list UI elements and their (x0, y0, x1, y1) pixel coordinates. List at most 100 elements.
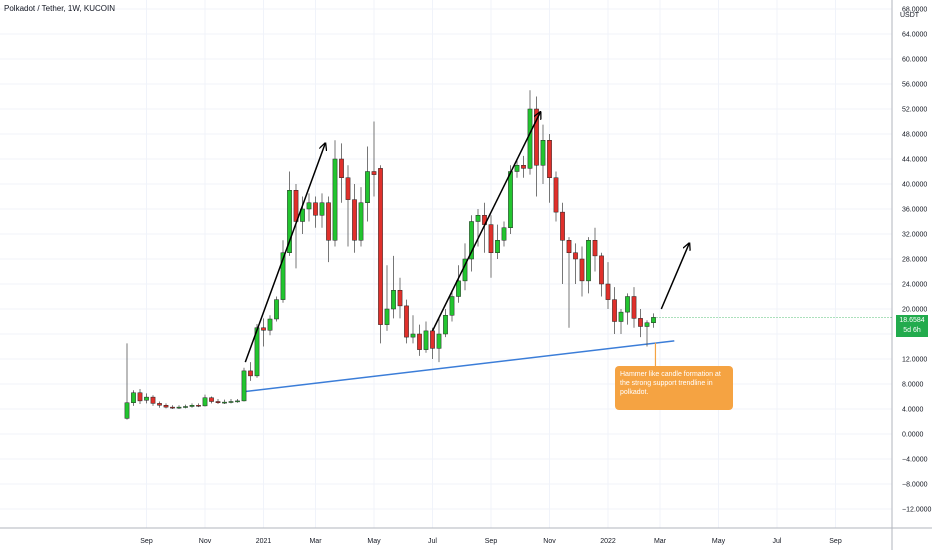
candle (228, 399, 234, 404)
candle (306, 193, 312, 222)
trend-arrow (431, 112, 541, 332)
candle (300, 196, 305, 234)
time-tick-label: May (712, 538, 726, 545)
trend-arrows (244, 112, 689, 378)
candle (352, 184, 357, 253)
candle (131, 390, 136, 406)
candle (183, 404, 188, 409)
candle (332, 140, 338, 247)
price-tick-label: 64.0000 (902, 32, 927, 39)
candle (267, 315, 273, 336)
candle-body (209, 397, 214, 402)
chart-title: Polkadot / Tether, 1W, KUCOIN (4, 4, 116, 13)
candle (495, 224, 500, 259)
candle-body (183, 406, 188, 408)
candle-body (573, 252, 578, 260)
candle-body (345, 177, 351, 200)
candle (605, 262, 611, 309)
candle (436, 318, 442, 363)
candle-body (163, 405, 169, 408)
candle-body (228, 401, 234, 403)
candle (638, 309, 643, 338)
candle-body (495, 240, 500, 253)
candle (137, 389, 143, 404)
price-tick-label: 60.0000 (902, 57, 927, 64)
candle-body (215, 401, 221, 403)
candle-body (332, 158, 338, 241)
candle (625, 293, 630, 325)
time-tick-label: May (367, 538, 381, 545)
candle-body (443, 315, 448, 335)
price-tick-label: 8.0000 (902, 382, 924, 389)
candle-body (534, 108, 539, 166)
time-tick-label: Sep (829, 538, 842, 545)
candle-body (313, 202, 318, 216)
candle-body (618, 311, 624, 322)
candle (261, 318, 266, 347)
trend-arrow (244, 143, 325, 363)
candle (339, 143, 344, 203)
candle (547, 134, 552, 203)
candle-body (144, 396, 149, 401)
candle-body (605, 283, 611, 300)
candle-body (631, 296, 637, 319)
time-tick-label: Sep (140, 538, 153, 545)
candle (430, 327, 435, 359)
candle-body (540, 140, 546, 166)
price-tick-label: 36.0000 (902, 207, 927, 214)
candle (566, 237, 572, 328)
candle (222, 399, 227, 404)
candle-body (579, 258, 585, 282)
candle-body (365, 171, 370, 203)
price-tick-label: −12.0000 (902, 507, 931, 514)
candle-body (547, 140, 552, 178)
candle-body (423, 330, 429, 350)
time-tick-label: Mar (654, 538, 667, 545)
time-tick-label: Nov (199, 538, 212, 545)
price-tick-label: 20.0000 (902, 307, 927, 314)
candle-body (592, 240, 598, 257)
candle (313, 196, 318, 228)
candle-body (306, 202, 312, 210)
price-tick-label: 68.0000 (902, 7, 927, 14)
candle (371, 121, 377, 197)
candle (579, 246, 585, 297)
candle-body (514, 165, 520, 172)
candle (319, 193, 325, 228)
candle (599, 252, 604, 297)
candle-body (339, 158, 344, 178)
bar-countdown: 5d 6h (903, 327, 921, 334)
candle-body (300, 208, 305, 222)
time-axis: Sep Nov 2021 Mar May Jul Sep Nov 2022 Mar May Jul Se… (0, 527, 932, 545)
candle-body (644, 322, 650, 327)
candle (592, 227, 598, 272)
candle-body (625, 296, 630, 313)
candle (469, 215, 474, 272)
price-tick-label: −8.0000 (902, 482, 928, 489)
candle-body (404, 305, 409, 338)
candle (586, 237, 591, 294)
candle-body (261, 327, 266, 331)
candle (280, 240, 286, 303)
candle-body (651, 317, 656, 323)
price-tick-label: 40.0000 (902, 182, 927, 189)
candle-body (553, 177, 559, 213)
price-tick-label: 52.0000 (902, 107, 927, 114)
time-tick-label: Jul (773, 538, 782, 545)
candle (488, 215, 494, 278)
time-tick-label: 2022 (600, 538, 616, 545)
candle (612, 287, 617, 334)
candle-body (566, 240, 572, 253)
candle (553, 171, 559, 222)
price-tick-label: 4.0000 (902, 407, 924, 414)
candle (560, 202, 565, 284)
candle-body (267, 318, 273, 331)
candle (417, 324, 422, 356)
candle (326, 196, 331, 263)
time-tick-label: Jul (428, 538, 437, 545)
candle-body (397, 290, 403, 307)
candle (534, 96, 539, 197)
candle (144, 393, 149, 404)
candle (410, 315, 416, 344)
